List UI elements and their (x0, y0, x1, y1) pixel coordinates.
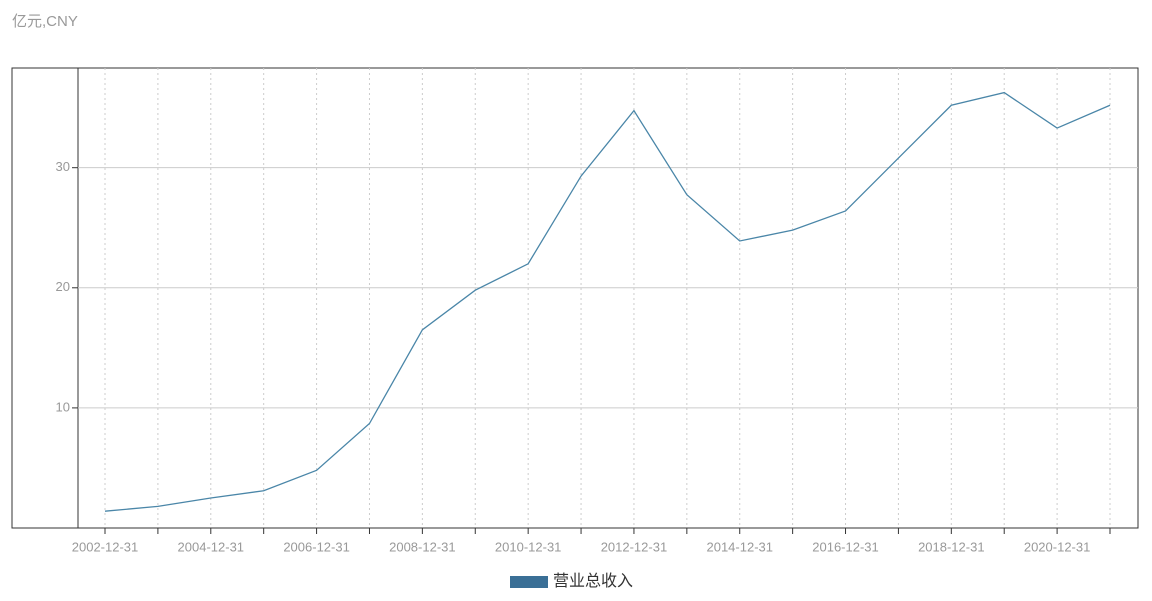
x-tick-label: 2004-12-31 (178, 539, 245, 554)
x-tick-label: 2016-12-31 (812, 539, 879, 554)
x-tick-label: 2008-12-31 (389, 539, 456, 554)
y-axis-label: 亿元,CNY (12, 13, 78, 30)
x-tick-label: 2020-12-31 (1024, 539, 1091, 554)
legend-label: 营业总收入 (553, 572, 633, 590)
plot-frame (11, 67, 1139, 529)
y-tick-label: 10 (56, 399, 70, 414)
y-tick-label: 30 (56, 159, 70, 174)
x-tick-label: 2012-12-31 (601, 539, 668, 554)
x-tick-label: 2006-12-31 (283, 539, 350, 554)
y-tick-label: 20 (56, 279, 70, 294)
line-series (104, 91, 1111, 512)
x-tick-label: 2018-12-31 (918, 539, 985, 554)
x-tick-label: 2014-12-31 (706, 539, 773, 554)
x-tick-label: 2002-12-31 (72, 539, 139, 554)
x-tick-label: 2010-12-31 (495, 539, 562, 554)
legend-swatch (510, 576, 548, 588)
